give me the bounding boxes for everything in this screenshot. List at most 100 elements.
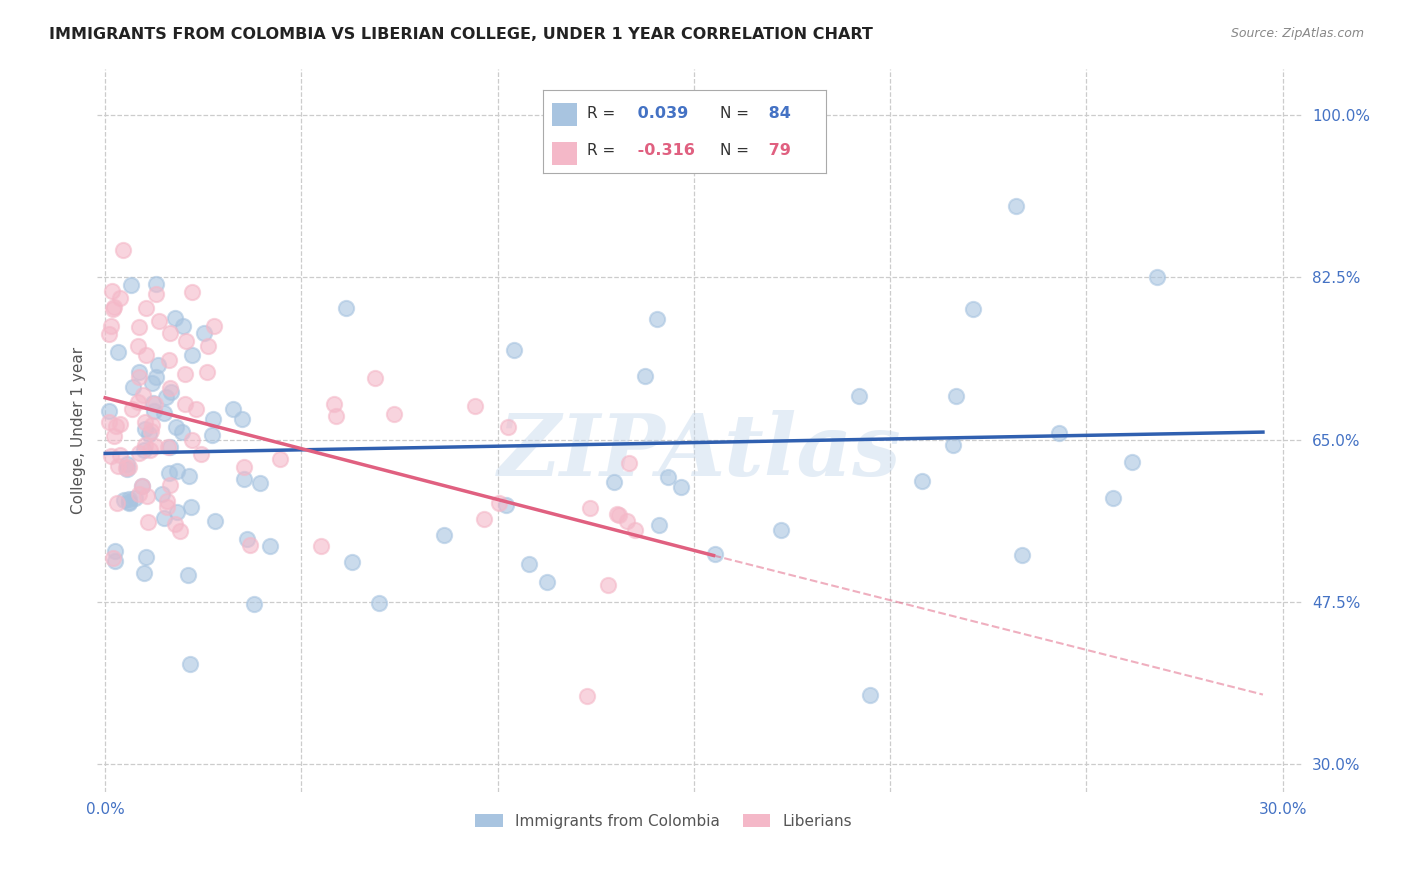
Point <box>145 277 167 291</box>
Point <box>704 548 727 562</box>
Point <box>141 418 163 433</box>
Point <box>172 425 194 439</box>
Point <box>488 495 510 509</box>
Point <box>364 370 387 384</box>
Point <box>340 556 363 570</box>
Point <box>202 319 225 334</box>
Point <box>325 409 347 423</box>
Point <box>108 449 131 463</box>
Point <box>1011 549 1033 563</box>
Point <box>160 384 183 399</box>
Point <box>104 544 127 558</box>
Point <box>623 523 645 537</box>
Point <box>131 479 153 493</box>
Point <box>128 487 150 501</box>
Point <box>117 496 139 510</box>
Point <box>98 404 121 418</box>
Point <box>98 415 121 429</box>
Point <box>180 500 202 514</box>
Point <box>100 449 122 463</box>
Point <box>232 472 254 486</box>
Point <box>576 690 599 704</box>
Point <box>181 433 204 447</box>
Point <box>259 539 281 553</box>
Point <box>669 480 692 494</box>
Point <box>603 475 626 489</box>
Point <box>115 457 138 471</box>
Point <box>607 508 630 523</box>
Point <box>107 344 129 359</box>
Point <box>239 538 262 552</box>
Point <box>269 452 291 467</box>
Point <box>159 478 181 492</box>
Point <box>464 399 486 413</box>
Point <box>127 339 149 353</box>
Point <box>634 369 657 384</box>
Point <box>231 411 253 425</box>
Point <box>135 348 157 362</box>
Point <box>202 412 225 426</box>
Point <box>115 462 138 476</box>
Point <box>770 523 793 537</box>
Point <box>433 528 456 542</box>
Point <box>139 442 162 457</box>
Point <box>945 389 967 403</box>
Point <box>135 489 157 503</box>
Point <box>153 511 176 525</box>
Point <box>648 518 671 533</box>
Point <box>645 311 668 326</box>
Point <box>157 467 180 481</box>
Point <box>142 396 165 410</box>
Point <box>110 292 132 306</box>
Point <box>134 415 156 429</box>
Point <box>243 597 266 611</box>
Point <box>179 469 201 483</box>
Point <box>145 287 167 301</box>
Point <box>155 390 177 404</box>
Point <box>105 419 128 434</box>
Point <box>195 365 218 379</box>
Point <box>118 491 141 506</box>
Point <box>180 285 202 299</box>
Point <box>1004 199 1026 213</box>
Point <box>115 460 138 475</box>
Point <box>131 388 153 402</box>
Point <box>163 516 186 531</box>
Point <box>105 496 128 510</box>
Point <box>179 657 201 671</box>
Point <box>172 319 194 334</box>
Point <box>174 367 197 381</box>
Point <box>143 439 166 453</box>
Point <box>177 568 200 582</box>
Point <box>159 326 181 340</box>
Point <box>103 300 125 314</box>
Point <box>117 459 139 474</box>
Point <box>619 456 641 470</box>
Point <box>197 339 219 353</box>
Point <box>143 403 166 417</box>
Point <box>135 549 157 564</box>
Point <box>141 376 163 390</box>
Point <box>546 108 568 122</box>
Point <box>107 458 129 473</box>
Point <box>309 539 332 553</box>
Point <box>127 394 149 409</box>
Point <box>249 475 271 490</box>
Point <box>148 314 170 328</box>
Point <box>166 465 188 479</box>
Point <box>132 566 155 581</box>
Text: Source: ZipAtlas.com: Source: ZipAtlas.com <box>1230 27 1364 40</box>
Point <box>128 320 150 334</box>
Point <box>962 302 984 317</box>
Point <box>136 515 159 529</box>
Point <box>517 557 540 571</box>
Point <box>100 318 122 333</box>
Point <box>101 301 124 316</box>
Point <box>233 460 256 475</box>
Point <box>134 422 156 436</box>
Point <box>1047 425 1070 440</box>
Point <box>606 508 628 522</box>
Point <box>134 438 156 452</box>
Point <box>131 479 153 493</box>
Point <box>174 397 197 411</box>
